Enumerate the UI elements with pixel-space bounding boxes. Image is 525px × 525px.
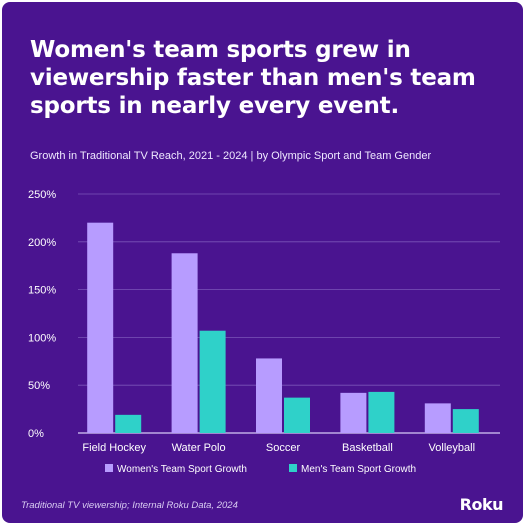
- x-tick-label: Volleyball: [429, 442, 475, 454]
- bar-men: [284, 397, 310, 433]
- bar-men: [368, 391, 395, 433]
- legend-swatch: [289, 464, 297, 472]
- bar-men: [199, 330, 226, 433]
- y-tick-label: 250%: [28, 189, 56, 201]
- bar-women: [256, 358, 282, 433]
- y-tick-label: 50%: [28, 380, 50, 392]
- y-tick-label: 100%: [28, 332, 56, 344]
- chart-subtitle: Growth in Traditional TV Reach, 2021 - 2…: [30, 150, 432, 162]
- bar-women: [87, 222, 114, 433]
- bar-women: [340, 392, 367, 433]
- x-tick-label: Field Hockey: [82, 442, 146, 454]
- legend-label: Women's Team Sport Growth: [117, 464, 247, 475]
- source-footnote: Traditional TV viewership; Internal Roku…: [21, 500, 238, 511]
- bar-men: [452, 409, 479, 433]
- bar-women: [424, 403, 451, 433]
- y-tick-label: 0%: [28, 428, 44, 440]
- bar-men: [115, 414, 142, 433]
- y-tick-label: 200%: [28, 237, 56, 249]
- bar-women: [171, 253, 198, 433]
- bar-chart: 0% 50% 100% 150% 200% 250% Field Hockey Water P…: [28, 189, 500, 475]
- x-tick-label: Soccer: [266, 442, 301, 454]
- legend-label: Men's Team Sport Growth: [301, 464, 416, 475]
- y-tick-label: 150%: [28, 285, 56, 297]
- legend-swatch: [105, 464, 113, 472]
- x-tick-label: Water Polo: [172, 442, 226, 454]
- roku-logo: Roku: [459, 495, 504, 514]
- x-tick-label: Basketball: [342, 442, 393, 454]
- headline: Women's team sports grew in viewership f…: [30, 37, 476, 119]
